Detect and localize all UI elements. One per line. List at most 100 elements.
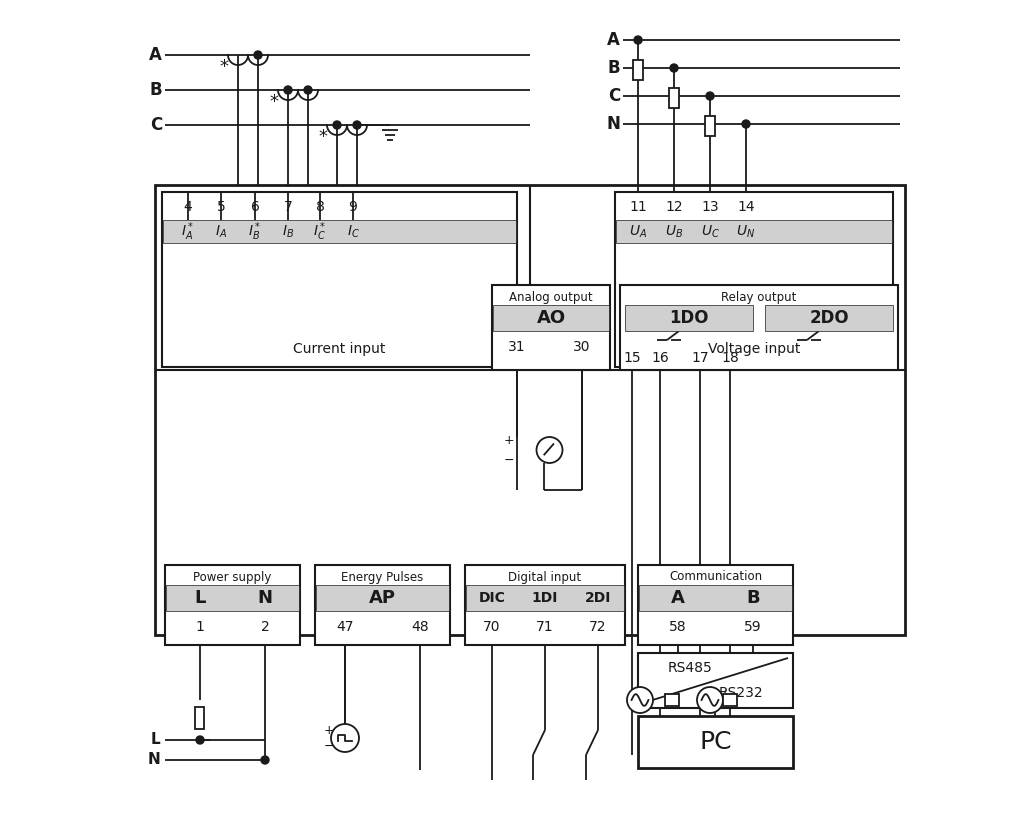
Text: PC: PC [699, 730, 731, 754]
Text: $I_C$: $I_C$ [346, 223, 359, 240]
Bar [163, 220, 516, 243]
Text: AP: AP [369, 589, 395, 607]
Text: Analog output: Analog output [508, 290, 592, 304]
Text: Digital input: Digital input [507, 571, 581, 584]
Circle shape [669, 64, 678, 72]
Text: B: B [149, 81, 162, 99]
Text: 1DO: 1DO [668, 309, 708, 327]
Circle shape [196, 736, 204, 744]
Bar [465, 565, 625, 645]
Text: 16: 16 [650, 351, 668, 365]
Text: 30: 30 [573, 340, 590, 354]
Bar [633, 60, 642, 80]
Text: DIC: DIC [478, 591, 505, 605]
Text: *: * [219, 58, 228, 76]
Text: Communication: Communication [668, 571, 761, 584]
Bar [196, 707, 204, 729]
Text: 8: 8 [315, 200, 324, 214]
Text: C: C [150, 116, 162, 134]
Text: C: C [607, 87, 620, 105]
Text: AO: AO [536, 309, 565, 327]
Bar [637, 565, 792, 645]
Circle shape [331, 724, 359, 752]
Circle shape [304, 86, 312, 94]
Text: 12: 12 [664, 200, 682, 214]
Text: 2: 2 [261, 620, 269, 634]
Bar [491, 285, 609, 370]
Circle shape [627, 687, 652, 713]
Bar [166, 585, 299, 611]
Text: 13: 13 [700, 200, 718, 214]
Text: $U_B$: $U_B$ [664, 223, 683, 240]
Circle shape [254, 51, 262, 59]
Text: 71: 71 [536, 620, 553, 634]
Circle shape [353, 121, 361, 129]
Text: Energy Pulses: Energy Pulses [341, 571, 423, 584]
Text: B: B [746, 589, 759, 607]
Bar [722, 694, 737, 706]
Text: L: L [150, 733, 160, 748]
Text: Power supply: Power supply [194, 571, 271, 584]
Text: $I_A$: $I_A$ [215, 223, 227, 240]
Bar [637, 653, 792, 708]
Bar [668, 88, 679, 108]
Text: $U_N$: $U_N$ [736, 223, 755, 240]
Text: 2DO: 2DO [808, 309, 848, 327]
Circle shape [261, 756, 269, 764]
Text: 4: 4 [183, 200, 193, 214]
Bar [316, 585, 448, 611]
Bar [625, 305, 752, 331]
Text: B: B [606, 59, 620, 77]
Text: $I_B^*$: $I_B^*$ [248, 220, 262, 243]
Text: 18: 18 [720, 351, 738, 365]
Bar [620, 285, 897, 370]
Bar [615, 220, 892, 243]
Text: +: + [323, 724, 334, 737]
Circle shape [705, 92, 713, 100]
Text: 7: 7 [283, 200, 292, 214]
Text: 2DI: 2DI [584, 591, 610, 605]
Text: 31: 31 [507, 340, 526, 354]
Text: −: − [323, 739, 334, 753]
Text: 48: 48 [411, 620, 428, 634]
Text: N: N [257, 589, 272, 607]
Circle shape [283, 86, 291, 94]
Bar [764, 305, 892, 331]
Text: 72: 72 [589, 620, 606, 634]
Bar [638, 585, 791, 611]
Text: 14: 14 [737, 200, 754, 214]
Text: A: A [149, 46, 162, 64]
Bar [466, 585, 624, 611]
Text: RS232: RS232 [718, 686, 762, 700]
Text: 58: 58 [668, 620, 686, 634]
Text: $I_B$: $I_B$ [281, 223, 293, 240]
Text: 9: 9 [348, 200, 357, 214]
Text: $I_A^*$: $I_A^*$ [181, 220, 195, 243]
Circle shape [696, 687, 722, 713]
Text: *: * [318, 128, 327, 146]
Text: Relay output: Relay output [720, 290, 796, 304]
Text: 70: 70 [483, 620, 500, 634]
Text: Voltage input: Voltage input [707, 342, 799, 356]
Text: 47: 47 [336, 620, 354, 634]
Text: 17: 17 [691, 351, 708, 365]
Text: 1: 1 [196, 620, 204, 634]
Text: −: − [503, 453, 514, 466]
Text: N: N [147, 753, 160, 767]
Bar [165, 565, 300, 645]
Text: $U_A$: $U_A$ [629, 223, 646, 240]
Text: A: A [606, 31, 620, 49]
Text: $U_C$: $U_C$ [700, 223, 718, 240]
Text: 6: 6 [251, 200, 259, 214]
Text: N: N [605, 115, 620, 133]
Bar [162, 192, 517, 367]
Text: 59: 59 [744, 620, 761, 634]
Text: $I_C^*$: $I_C^*$ [313, 220, 326, 243]
Bar [492, 305, 608, 331]
Bar [704, 116, 714, 136]
Text: *: * [269, 93, 278, 111]
Bar [637, 716, 792, 768]
Circle shape [536, 437, 561, 463]
Text: L: L [195, 589, 206, 607]
Text: RS485: RS485 [667, 661, 711, 675]
